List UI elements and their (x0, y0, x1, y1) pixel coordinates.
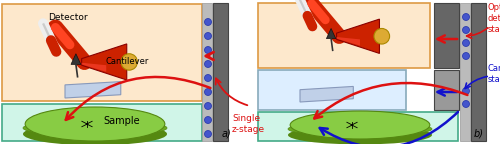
Ellipse shape (23, 123, 167, 144)
Circle shape (121, 54, 138, 70)
Circle shape (204, 116, 212, 124)
Circle shape (204, 18, 212, 25)
Ellipse shape (23, 120, 167, 136)
Text: Optical
detector
stage: Optical detector stage (488, 3, 500, 34)
Polygon shape (82, 63, 106, 72)
Circle shape (204, 74, 212, 82)
Circle shape (204, 103, 212, 109)
Circle shape (462, 26, 469, 34)
Ellipse shape (288, 126, 432, 144)
Bar (434, 3, 459, 68)
Text: a): a) (222, 128, 232, 138)
Circle shape (204, 60, 212, 68)
Polygon shape (336, 19, 380, 53)
Text: Single
z-stage: Single z-stage (232, 114, 265, 134)
Polygon shape (65, 82, 121, 98)
Bar (471, 3, 486, 141)
Circle shape (462, 88, 469, 94)
Circle shape (462, 14, 469, 20)
Bar (258, 112, 458, 141)
Polygon shape (82, 44, 126, 80)
Text: Cantilever
stage: Cantilever stage (488, 64, 500, 84)
Bar (202, 3, 212, 141)
Text: Detector: Detector (48, 13, 88, 22)
Bar (434, 70, 459, 110)
Circle shape (462, 53, 469, 59)
Bar (258, 70, 406, 110)
Bar (2, 104, 202, 141)
Circle shape (204, 47, 212, 54)
Polygon shape (326, 29, 336, 39)
Text: Cantilever: Cantilever (105, 57, 148, 66)
Circle shape (374, 29, 390, 44)
Bar (460, 3, 470, 141)
Ellipse shape (288, 122, 432, 136)
Bar (213, 3, 228, 141)
Bar (2, 4, 202, 101)
Ellipse shape (290, 111, 430, 139)
Ellipse shape (25, 107, 165, 141)
Bar (258, 3, 430, 68)
Polygon shape (336, 37, 360, 46)
Circle shape (462, 101, 469, 108)
Circle shape (204, 89, 212, 95)
Circle shape (204, 33, 212, 39)
Polygon shape (71, 54, 81, 64)
Polygon shape (300, 86, 354, 102)
Text: Sample: Sample (103, 116, 140, 126)
Text: b): b) (474, 128, 484, 138)
Circle shape (204, 130, 212, 138)
Circle shape (462, 39, 469, 47)
